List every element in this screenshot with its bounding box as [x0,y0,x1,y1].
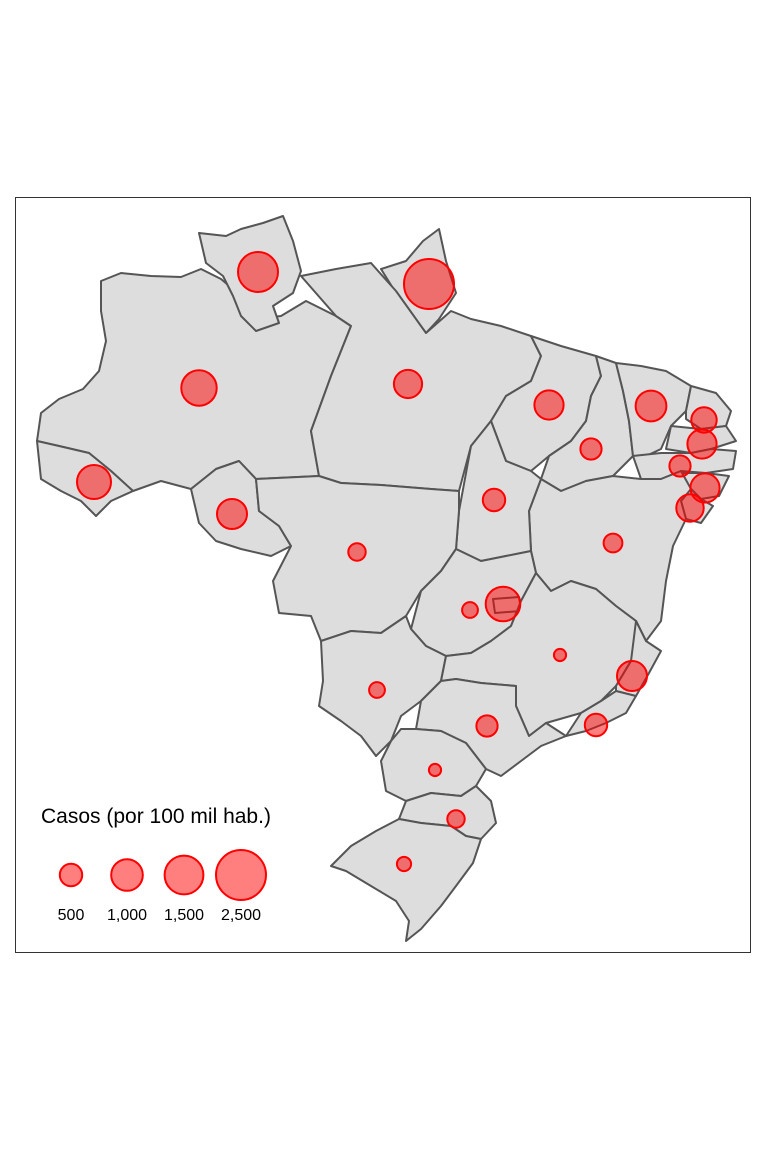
legend-title: Casos (por 100 mil hab.) [41,805,271,828]
legend-label-4: 2,500 [221,907,261,924]
bubble-pb [686,428,718,460]
bubble-pa [392,368,424,400]
bubble-am [180,369,218,407]
bubble-pi [579,437,603,461]
bubble-pe [668,454,692,478]
bubble-al [689,472,721,504]
state-rj [565,690,637,737]
bubble-mg [552,647,568,663]
state-boundaries [36,215,737,942]
bubble-to [481,487,507,513]
bubble-df [484,585,522,623]
state-bubbles [76,251,721,873]
bubble-ms [368,681,386,699]
legend-symbol-4 [215,849,267,901]
bubble-ce [634,389,668,423]
bubble-pr [427,762,443,778]
bubble-ac [76,464,112,500]
bubble-ba [602,532,624,554]
bubble-ap [403,258,455,310]
legend-symbol-3 [163,854,205,896]
bubble-ma [533,389,565,421]
bubble-se [675,493,705,523]
bubble-ro [216,498,248,530]
bubble-mt [347,542,367,562]
bubble-sc [446,809,466,829]
legend-symbol-1 [58,862,84,888]
bubble-rj [583,712,609,738]
legend: Casos (por 100 mil hab.) 500 1,000 1,500 2,… [41,805,271,924]
brazil-map: Casos (por 100 mil hab.) 500 1,000 1,500 2,… [36,215,737,942]
map-frame: Casos (por 100 mil hab.) 500 1,000 1,500 2,… [15,197,751,953]
bubble-rs [395,855,413,873]
bubble-sp [475,714,499,738]
bubble-go [461,601,479,619]
bubble-es [616,660,648,692]
legend-label-1: 500 [58,907,85,924]
legend-symbol-2 [110,858,144,892]
legend-label-2: 1,000 [107,907,147,924]
state-rs [330,818,482,942]
bubble-rr [237,251,279,293]
legend-label-3: 1,500 [164,907,204,924]
